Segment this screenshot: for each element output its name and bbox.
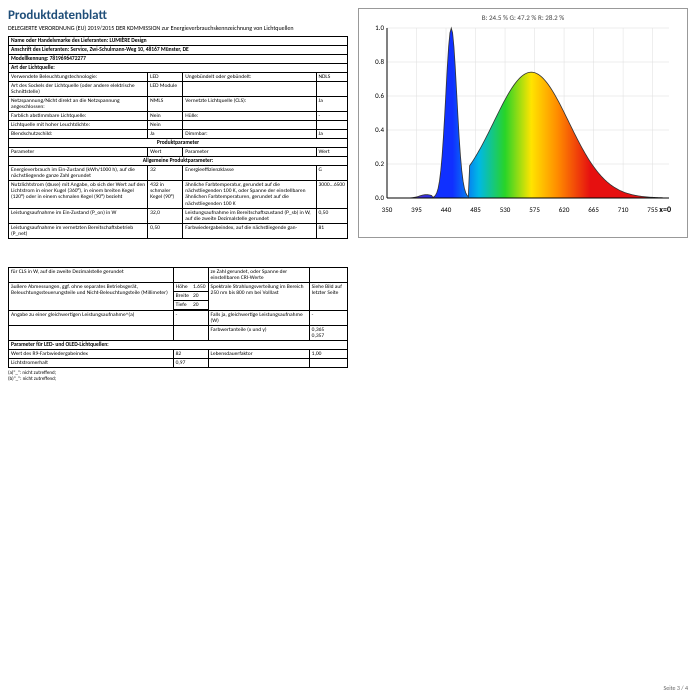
page-title: Produktdatenblatt — [8, 8, 348, 23]
subtitle: DELEGIERTE VERORDNUNG (EU) 2019/2015 DER… — [8, 25, 348, 32]
chart-panel: B: 24.5 % G: 47.2 % R: 28.2 % 0.00.20.40… — [358, 8, 688, 382]
chart-area: 0.0 0.2 0.4 0.6 0.8 1.0 350 395 440 485 530 575 620 6… — [363, 24, 683, 224]
svg-text:0.4: 0.4 — [375, 125, 384, 134]
spectral-chart: B: 24.5 % G: 47.2 % R: 28.2 % 0.00.20.40… — [358, 8, 688, 238]
svg-text:575: 575 — [529, 205, 540, 214]
svg-text:350: 350 — [382, 205, 393, 214]
continuation-table: für CLS in W, auf die zweite Dezimalstel… — [8, 267, 348, 369]
page-number: Seite 3 / 4 — [663, 684, 688, 692]
svg-text:755: 755 — [647, 205, 658, 214]
svg-text:440: 440 — [441, 205, 452, 214]
svg-text:710: 710 — [618, 205, 629, 214]
datasheet-left: Produktdatenblatt DELEGIERTE VERORDNUNG … — [8, 8, 348, 382]
header-table: Name oder Handelsmarke des Lieferanten: … — [8, 36, 348, 239]
svg-text:485: 485 — [470, 205, 481, 214]
svg-text:0.6: 0.6 — [375, 91, 384, 100]
svg-text:1.0: 1.0 — [375, 24, 384, 32]
svg-text:395: 395 — [411, 205, 422, 214]
footnotes: (a)"_": nicht zutreffend; (b)"_": nicht … — [8, 370, 348, 382]
svg-text:0.8: 0.8 — [375, 57, 384, 66]
svg-text:x=0: x=0 — [659, 205, 671, 214]
svg-text:530: 530 — [500, 205, 511, 214]
svg-text:0.2: 0.2 — [375, 159, 384, 168]
svg-text:0.0: 0.0 — [375, 193, 384, 202]
svg-text:665: 665 — [588, 205, 599, 214]
chart-title: B: 24.5 % G: 47.2 % R: 28.2 % — [363, 13, 683, 22]
svg-text:620: 620 — [559, 205, 570, 214]
